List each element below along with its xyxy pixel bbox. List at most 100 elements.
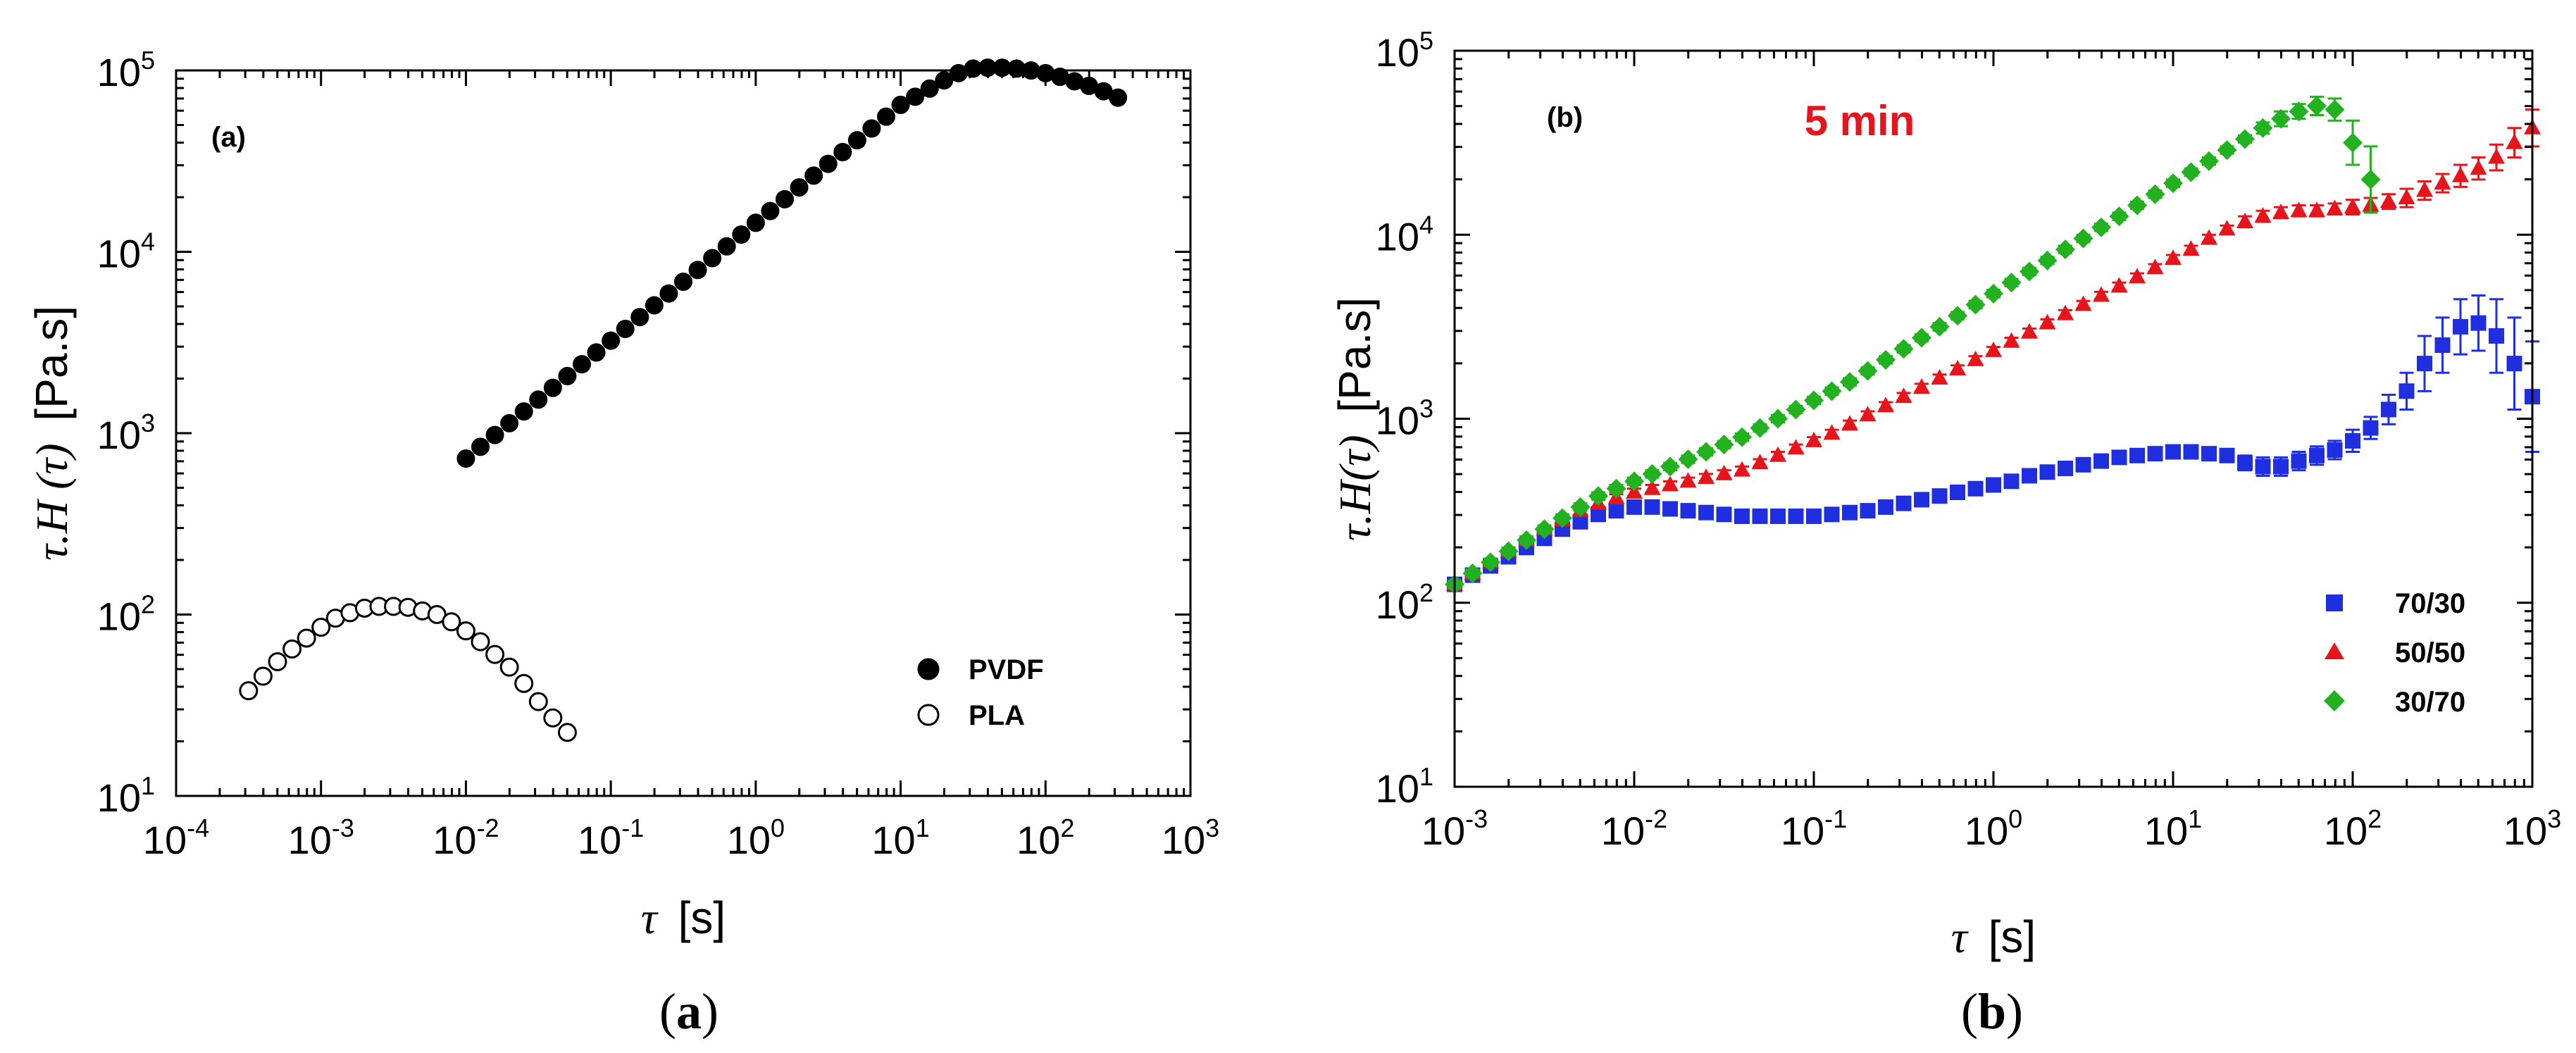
data-point-30-70 <box>1929 316 1950 337</box>
data-point-30-70 <box>1965 294 1986 315</box>
caption-b-close: ) <box>2006 983 2023 1040</box>
caption-a: (a) <box>659 983 718 1040</box>
data-point-70-30 <box>2039 464 2055 480</box>
y-tick-label: 102 <box>97 590 155 639</box>
data-point-pvdf <box>587 343 606 362</box>
data-point-pvdf <box>602 331 621 350</box>
data-point-50-50 <box>2398 189 2415 204</box>
data-point-pla <box>268 652 287 671</box>
panel-b-x-axis-title: τ [s] <box>1951 911 2036 962</box>
legend-marker-50-50 <box>2325 642 2344 659</box>
data-point-50-50 <box>1715 464 1733 480</box>
panel-b-y-axis-title: τ.H(τ) [Pa.s] <box>1329 297 1380 541</box>
y-tick-label: 105 <box>97 46 155 94</box>
data-point-30-70 <box>1588 486 1608 506</box>
data-point-30-70 <box>2073 228 2093 249</box>
data-point-70-30 <box>2363 420 2379 436</box>
x-tick-label: 10-2 <box>1601 804 1667 853</box>
data-point-70-30 <box>2129 447 2145 463</box>
data-point-30-70 <box>1642 463 1662 484</box>
data-point-pvdf <box>659 284 678 303</box>
series-pvdf <box>456 58 1128 468</box>
data-point-30-70 <box>1786 399 1806 420</box>
data-point-70-30 <box>1860 503 1876 519</box>
data-point-50-50 <box>2308 201 2325 218</box>
data-point-50-50 <box>1967 350 1984 366</box>
data-point-50-50 <box>1787 439 1805 455</box>
data-point-50-50 <box>2110 277 2128 293</box>
data-point-70-30 <box>2058 461 2073 477</box>
data-point-30-70 <box>2127 195 2147 216</box>
data-point-30-70 <box>1498 541 1519 561</box>
x-tick-label: 103 <box>2503 804 2561 853</box>
data-point-30-70 <box>1570 497 1591 517</box>
panel-a-data-marks <box>239 58 1128 742</box>
data-point-70-30 <box>1842 504 1858 521</box>
data-point-50-50 <box>2003 332 2020 348</box>
y-tick-label: 102 <box>1376 578 1433 627</box>
data-point-pvdf <box>616 319 635 338</box>
data-point-pvdf <box>833 142 852 161</box>
panel-b-x-axis-unit: [s] <box>1989 911 2036 962</box>
data-point-pvdf <box>703 249 722 268</box>
data-point-70-30 <box>2165 444 2181 460</box>
data-point-50-50 <box>2488 148 2505 164</box>
data-point-pla <box>282 639 302 659</box>
data-point-pla <box>528 692 548 711</box>
data-point-50-50 <box>2093 286 2110 302</box>
data-point-50-50 <box>1913 378 1930 394</box>
data-point-70-30 <box>2381 401 2396 418</box>
data-point-pla <box>499 657 519 677</box>
panel-b-tick-marks <box>1453 49 2534 788</box>
data-point-30-70 <box>1804 390 1824 411</box>
data-point-30-70 <box>1714 435 1734 455</box>
data-point-30-70 <box>2235 129 2255 149</box>
data-point-70-30 <box>1698 504 1714 521</box>
legend-label-pvdf: PVDF <box>969 654 1044 685</box>
data-point-30-70 <box>1462 563 1483 583</box>
panel-b-x-tick-labels: 10-3 10-2 10-1 100 101 102 103 <box>1421 804 2561 853</box>
data-point-50-50 <box>1859 406 1877 422</box>
data-point-30-70 <box>2343 132 2363 153</box>
x-tick-label: 10-1 <box>578 814 644 862</box>
data-point-30-70 <box>2271 108 2291 129</box>
data-point-pvdf <box>732 225 751 244</box>
data-point-70-30 <box>2022 468 2037 484</box>
data-point-70-30 <box>1896 495 1912 511</box>
data-point-50-50 <box>2074 295 2092 311</box>
data-point-50-50 <box>1841 415 1858 431</box>
data-point-70-30 <box>2201 446 2217 462</box>
data-point-50-50 <box>1734 461 1750 477</box>
data-point-50-50 <box>1805 431 1822 447</box>
data-point-pla <box>557 723 577 742</box>
data-point-30-70 <box>2037 250 2058 270</box>
panel-b-y-axis-symbol: τ.H(τ) <box>1330 435 1380 541</box>
caption-b: (b) <box>1961 983 2023 1040</box>
data-point-70-30 <box>2075 456 2091 473</box>
data-point-30-70 <box>1696 442 1716 462</box>
data-point-30-70 <box>1912 328 1931 348</box>
data-point-70-30 <box>1950 485 1965 500</box>
data-point-70-30 <box>2093 453 2109 469</box>
y-tick-label: 103 <box>97 409 155 457</box>
data-point-70-30 <box>1986 477 2001 493</box>
series-pla <box>239 597 577 742</box>
data-point-30-70 <box>2289 101 2309 122</box>
data-point-pla <box>456 621 475 641</box>
data-point-70-30 <box>1806 508 1822 524</box>
data-point-pla <box>485 644 505 664</box>
caption-b-letter: b <box>1978 983 2006 1040</box>
x-tick-label: 101 <box>2144 804 2202 853</box>
data-point-70-30 <box>1608 503 1624 519</box>
x-tick-label: 10-3 <box>1421 804 1488 853</box>
panel-b-x-axis-symbol: τ <box>1951 912 1969 962</box>
data-point-pvdf <box>790 178 809 197</box>
legend-label-50-50: 50/50 <box>2395 637 2465 668</box>
data-point-30-70 <box>1606 478 1626 499</box>
data-point-70-30 <box>2434 337 2451 353</box>
data-point-pvdf <box>1109 88 1128 107</box>
data-point-70-30 <box>1824 506 1840 523</box>
panel-a-plot-frame <box>175 69 1192 797</box>
data-point-70-30 <box>1752 508 1768 524</box>
data-point-50-50 <box>2416 181 2433 197</box>
